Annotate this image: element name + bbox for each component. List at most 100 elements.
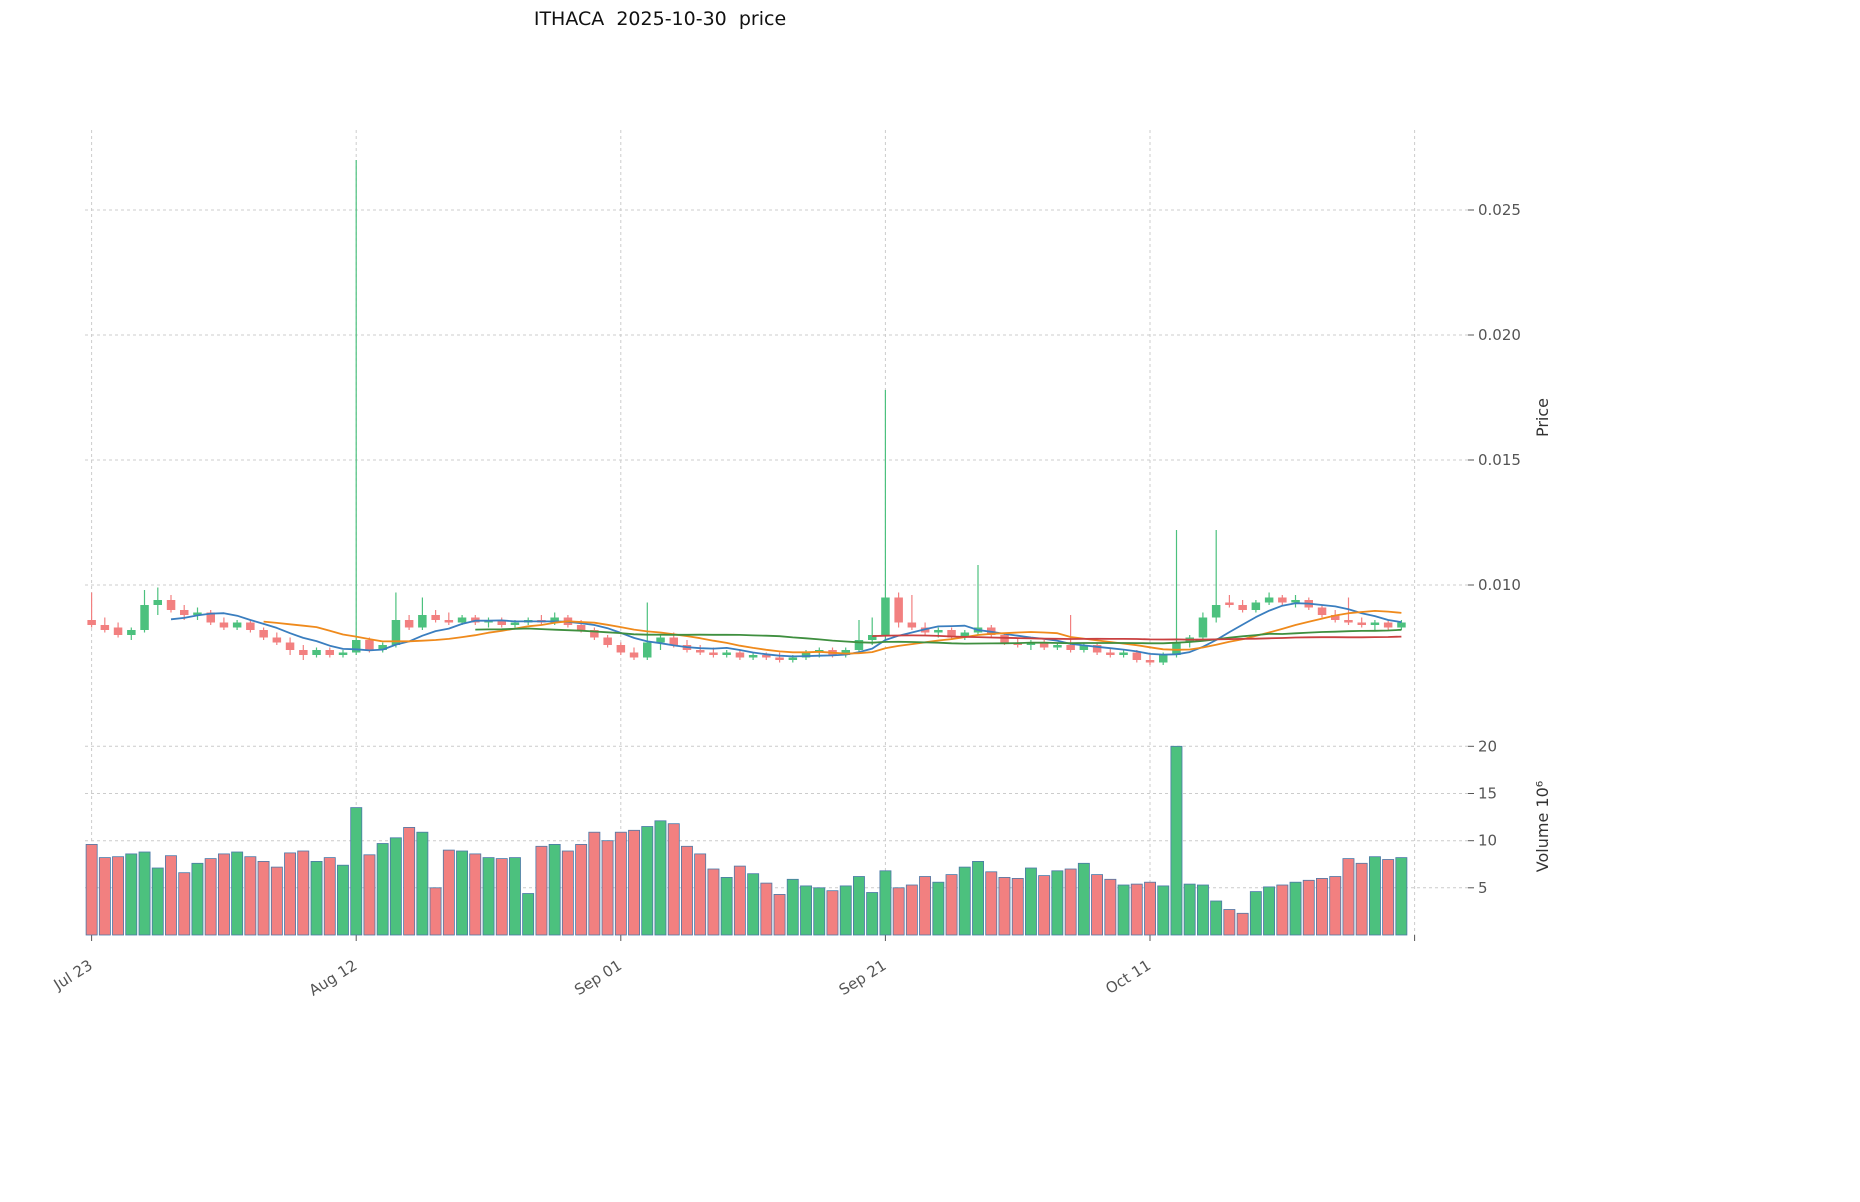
volume-bar xyxy=(601,840,614,936)
candle-body xyxy=(127,630,136,635)
volume-bar xyxy=(548,844,561,936)
candle-body xyxy=(894,597,903,623)
volume-bar xyxy=(1223,909,1236,936)
volume-bar xyxy=(1316,878,1328,936)
price-tick-label: 0.020 xyxy=(1478,326,1521,344)
candle-body xyxy=(1251,602,1261,610)
candle-body xyxy=(1145,660,1155,663)
candle-body xyxy=(616,645,626,653)
x-tick-label: Aug 12 xyxy=(306,956,361,999)
volume-bar xyxy=(363,854,376,936)
candle-body xyxy=(788,657,798,660)
candle-body xyxy=(934,630,943,633)
candle-body xyxy=(947,630,956,638)
candle-body xyxy=(868,635,877,640)
volume-bar xyxy=(535,845,548,936)
candle-body xyxy=(352,640,361,653)
volume-bar xyxy=(469,853,482,936)
candle-body xyxy=(669,637,678,645)
candle-body xyxy=(1106,652,1115,655)
candle-body xyxy=(881,597,890,635)
candle-body xyxy=(166,600,176,610)
volume-bar xyxy=(1355,862,1368,936)
volume-bar xyxy=(297,850,310,936)
candle-body xyxy=(1119,652,1128,655)
volume-bar xyxy=(1183,883,1196,936)
volume-bar xyxy=(1210,900,1223,936)
volume-bar xyxy=(85,844,98,936)
candle-body xyxy=(709,652,718,655)
volume-bar xyxy=(1011,878,1024,936)
volume-bar xyxy=(98,857,111,936)
volume-bar xyxy=(958,866,971,936)
volume-bar xyxy=(1104,878,1117,936)
volume-bar xyxy=(1170,745,1183,936)
volume-bar xyxy=(879,870,892,936)
volume-bar xyxy=(919,876,932,936)
volume-bar xyxy=(231,851,244,936)
candle-body xyxy=(801,652,811,658)
volume-bar xyxy=(429,887,442,936)
candle-body xyxy=(378,645,387,650)
volume-bar xyxy=(1064,868,1077,936)
candle-body xyxy=(312,650,321,655)
candle-body xyxy=(1317,607,1327,615)
candle-body xyxy=(854,640,864,650)
candle-body xyxy=(1092,645,1102,653)
volume-bar xyxy=(681,845,693,936)
volume-bar xyxy=(482,857,495,936)
candle-body xyxy=(1331,615,1340,620)
candle-body xyxy=(603,637,612,645)
candle-body xyxy=(643,642,652,658)
candle-body xyxy=(497,620,506,625)
candle-body xyxy=(1291,600,1300,603)
candle-body xyxy=(629,652,639,658)
volume-bar xyxy=(495,858,508,936)
volume-bar xyxy=(733,865,746,936)
candle-body xyxy=(1238,605,1247,610)
volume-bar xyxy=(1276,884,1289,936)
candle-body xyxy=(550,617,559,623)
x-tick-label: Jul 23 xyxy=(50,956,96,994)
candle-body xyxy=(1344,620,1353,623)
x-tick-label: Oct 11 xyxy=(1102,956,1154,998)
volume-bar xyxy=(575,844,588,936)
candle-body xyxy=(1198,617,1208,638)
volume-bar xyxy=(1077,862,1090,936)
candle-body xyxy=(140,605,149,630)
volume-bar xyxy=(641,826,654,936)
volume-bar xyxy=(892,887,905,936)
volume-bar xyxy=(376,843,389,936)
candle-body xyxy=(1225,602,1234,605)
volume-tick-label: 20 xyxy=(1478,737,1497,755)
candle-body xyxy=(722,652,731,655)
candle-body xyxy=(1026,642,1036,645)
volume-bar xyxy=(323,857,336,936)
candle-body xyxy=(404,620,414,628)
candle-body xyxy=(576,625,586,630)
volume-bar xyxy=(310,861,323,936)
candle-body xyxy=(299,650,308,655)
candle-body xyxy=(219,622,229,628)
candle-body xyxy=(153,600,162,605)
volume-bar xyxy=(972,861,985,936)
candle-body xyxy=(510,622,520,625)
volume-bar xyxy=(707,868,720,936)
volume-bar xyxy=(945,874,958,936)
candle-body xyxy=(193,612,202,615)
volume-bar xyxy=(932,881,945,936)
volume-bar xyxy=(1395,857,1408,936)
candle-body xyxy=(457,617,467,623)
volume-bar xyxy=(1144,881,1157,936)
volume-bar xyxy=(1289,881,1302,936)
candle-body xyxy=(1000,635,1009,643)
volume-bar xyxy=(1130,883,1143,936)
volume-bar xyxy=(178,872,191,936)
candle-body xyxy=(1383,622,1393,628)
candle-body xyxy=(1264,597,1274,603)
volume-bar xyxy=(1236,912,1249,936)
volume-bar xyxy=(720,877,733,936)
volume-bar xyxy=(1263,886,1276,936)
volume-bar xyxy=(561,850,574,936)
volume-bar xyxy=(694,853,707,936)
